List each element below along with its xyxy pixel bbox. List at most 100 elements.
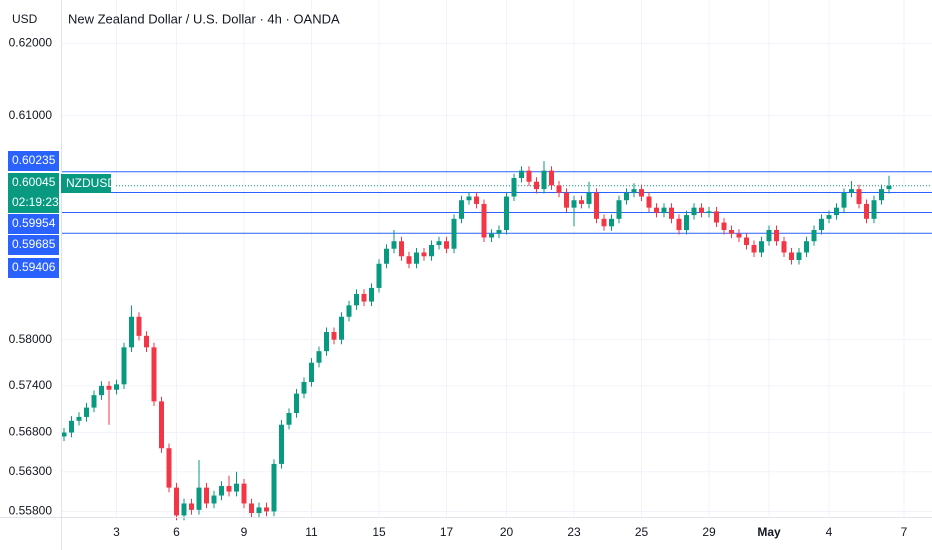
candle-body bbox=[69, 420, 74, 433]
y-tick-label: 0.57400 bbox=[9, 378, 53, 392]
candle-body bbox=[511, 178, 517, 197]
candle-body bbox=[436, 241, 442, 245]
candle-body bbox=[564, 192, 569, 208]
level-label-box bbox=[8, 214, 59, 234]
candle-body bbox=[631, 189, 637, 193]
candle-body bbox=[474, 196, 479, 204]
candle-body bbox=[856, 189, 862, 204]
x-tick-label: 25 bbox=[635, 525, 649, 539]
candle-body bbox=[579, 200, 584, 204]
candle-body bbox=[346, 305, 352, 317]
candle-body bbox=[466, 196, 472, 201]
candle-body bbox=[384, 248, 389, 264]
candle-body bbox=[759, 241, 764, 253]
candle-body bbox=[421, 252, 427, 257]
current-price-box bbox=[8, 173, 59, 213]
candle-body bbox=[391, 241, 397, 249]
currency-box bbox=[0, 0, 61, 36]
candle-body bbox=[736, 233, 742, 238]
candle-body bbox=[571, 200, 577, 208]
x-tick-label: 4 bbox=[826, 525, 833, 539]
y-tick-label: 0.56800 bbox=[9, 425, 53, 439]
candle-body bbox=[106, 385, 112, 390]
candle-body bbox=[871, 200, 877, 219]
candle-body bbox=[541, 170, 547, 190]
candle-body bbox=[661, 207, 667, 213]
candle-body bbox=[481, 203, 487, 238]
candle-body bbox=[76, 416, 82, 421]
candle-body bbox=[204, 487, 209, 504]
candle-body bbox=[61, 432, 67, 437]
candle-body bbox=[721, 222, 727, 231]
candle-body bbox=[399, 241, 404, 257]
symbol-tag bbox=[61, 174, 111, 193]
candle-body bbox=[316, 351, 322, 363]
candle-body bbox=[444, 241, 449, 249]
candle-body bbox=[706, 211, 712, 213]
level-label-box bbox=[8, 258, 59, 278]
candle-body bbox=[211, 495, 217, 504]
candle-body bbox=[369, 287, 374, 302]
candle-body bbox=[819, 218, 824, 231]
candle-body bbox=[609, 218, 614, 227]
candle-body bbox=[504, 196, 509, 231]
candle-body bbox=[714, 211, 719, 223]
x-tick-label: 15 bbox=[372, 525, 386, 539]
candle-body bbox=[549, 170, 554, 186]
x-tick-label: 20 bbox=[500, 525, 514, 539]
x-tick-label: 11 bbox=[305, 525, 318, 539]
candle-body bbox=[159, 401, 164, 449]
x-tick-label: 6 bbox=[173, 525, 180, 539]
candle-body bbox=[324, 332, 329, 352]
candle-body bbox=[256, 507, 262, 514]
candle-body bbox=[144, 335, 149, 348]
candle-body bbox=[841, 192, 847, 208]
candle-body bbox=[834, 207, 839, 216]
candle-body bbox=[804, 241, 809, 253]
candle-body bbox=[226, 486, 232, 492]
candle-body bbox=[684, 215, 689, 231]
candle-body bbox=[886, 185, 892, 190]
candle-body bbox=[811, 230, 817, 242]
candle-body bbox=[114, 384, 119, 390]
candle-body bbox=[519, 170, 524, 179]
x-tick-label: 9 bbox=[241, 525, 248, 539]
candle-body bbox=[249, 503, 254, 514]
candle-body bbox=[84, 407, 89, 417]
currency-label: USD bbox=[12, 12, 38, 26]
candle-body bbox=[354, 293, 359, 306]
candle-body bbox=[91, 395, 97, 408]
candle-body bbox=[556, 185, 562, 193]
candle-body bbox=[414, 252, 419, 264]
y-tick-label: 0.62000 bbox=[9, 36, 53, 50]
candle-body bbox=[864, 203, 869, 219]
level-label-box bbox=[8, 235, 59, 255]
candle-body bbox=[219, 486, 224, 496]
candle-body bbox=[586, 192, 592, 204]
level-label: 0.59954 bbox=[12, 216, 56, 230]
candle-body bbox=[376, 263, 382, 288]
candle-body bbox=[331, 332, 337, 340]
candle-body bbox=[729, 230, 734, 234]
candle-body bbox=[264, 507, 269, 512]
level-label-box bbox=[8, 151, 59, 171]
candle-body bbox=[781, 241, 787, 253]
candle-body bbox=[796, 252, 802, 260]
candle-body bbox=[361, 293, 367, 302]
x-tick-label: 23 bbox=[567, 525, 581, 539]
candle-body bbox=[654, 207, 659, 213]
candle-body bbox=[594, 192, 599, 219]
candle-body bbox=[174, 487, 179, 516]
candle-body bbox=[234, 483, 239, 492]
level-label: 0.59406 bbox=[12, 260, 56, 274]
candle-body bbox=[451, 218, 457, 249]
candle-body bbox=[826, 215, 832, 219]
candle-body bbox=[151, 347, 157, 402]
candle-body bbox=[534, 181, 539, 190]
countdown-label: 02:19:23 bbox=[12, 195, 59, 209]
y-tick-label: 0.58000 bbox=[9, 332, 53, 346]
x-tick-label: 7 bbox=[901, 525, 908, 539]
candle-body bbox=[189, 503, 194, 510]
candle-body bbox=[181, 503, 187, 516]
